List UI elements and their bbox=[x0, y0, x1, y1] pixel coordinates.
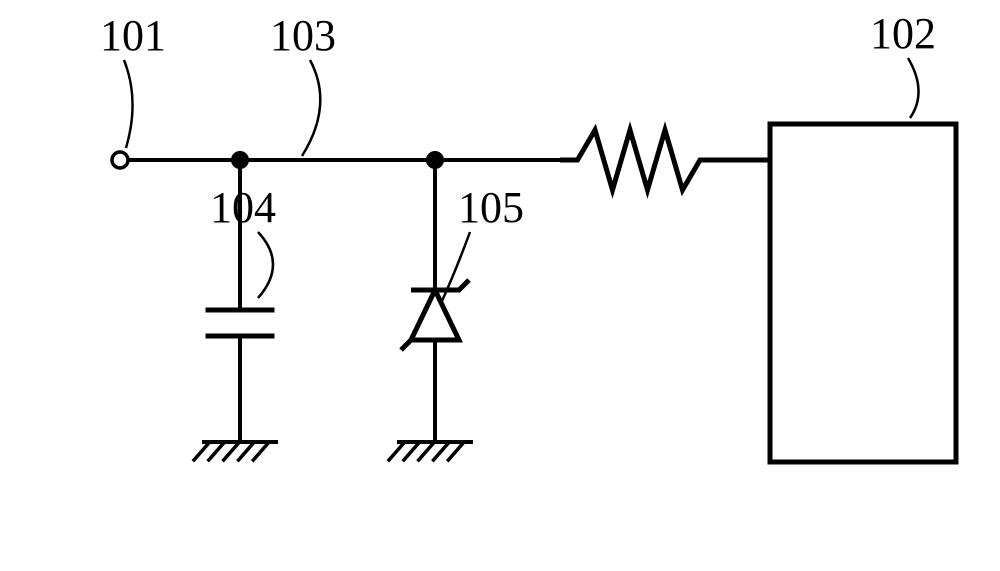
label-104: 104 bbox=[210, 183, 276, 232]
label-101: 101 bbox=[100, 11, 166, 60]
load-block bbox=[770, 124, 956, 462]
ground-symbol bbox=[194, 442, 276, 460]
label-102: 102 bbox=[870, 9, 936, 58]
label-103: 103 bbox=[270, 11, 336, 60]
ground-symbol bbox=[389, 442, 471, 460]
series-resistor bbox=[560, 130, 770, 190]
label-105: 105 bbox=[458, 183, 524, 232]
